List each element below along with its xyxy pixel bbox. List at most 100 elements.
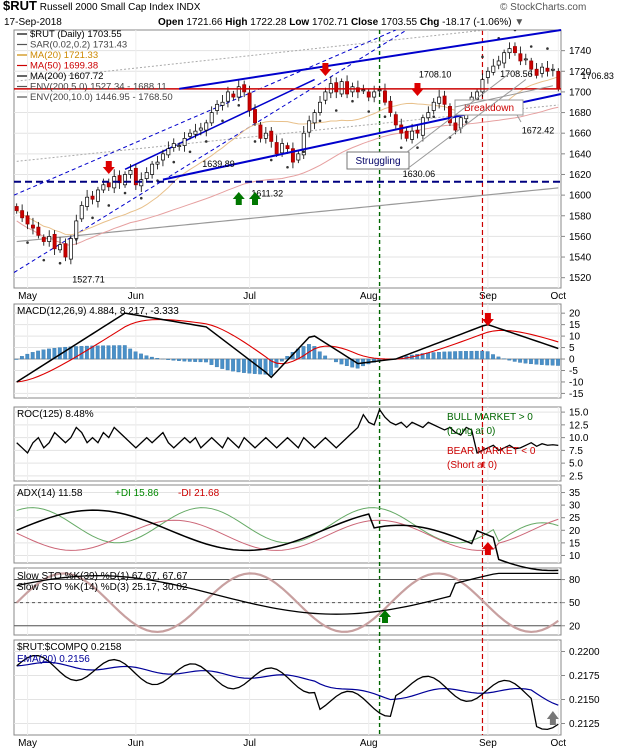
macd-histogram-bar <box>133 351 138 360</box>
candle-body <box>79 205 84 220</box>
macd-histogram-bar <box>556 358 560 366</box>
adx-y-tick-label: 15 <box>569 538 581 549</box>
macd-histogram-bar <box>512 358 517 362</box>
sar-dot <box>188 150 192 154</box>
macd-histogram-bar <box>545 358 550 366</box>
sar-dot <box>481 55 484 59</box>
struggling-leader <box>406 72 510 153</box>
candle-body <box>106 182 111 188</box>
macd-histogram-bar <box>339 358 344 365</box>
sar-dot <box>172 160 176 164</box>
ticker-symbol: $RUT <box>3 0 37 13</box>
macd-histogram-bar <box>334 358 338 363</box>
x-tick-label-top: Aug <box>360 291 378 302</box>
macd-histogram-bar <box>474 350 479 360</box>
candle-body <box>491 65 496 73</box>
price-legend-entry: ENV(200,10.0) 1446.95 - 1768.50 <box>30 92 173 103</box>
green-up-arrow-icon <box>249 192 262 205</box>
candle-body <box>269 130 274 142</box>
macd-histogram-bar <box>187 358 192 362</box>
x-tick-label-bottom: Oct <box>551 738 567 749</box>
candle-body <box>182 138 187 146</box>
sar-dot <box>253 140 257 143</box>
macd-histogram-bar <box>214 358 219 368</box>
candle-body <box>41 237 46 242</box>
sar-dot <box>334 109 338 112</box>
candle-body <box>312 112 317 124</box>
sar-dot <box>58 261 62 265</box>
candle-body <box>139 179 144 187</box>
macd-histogram-bar <box>177 358 181 361</box>
ratio-y-tick-label: 0.2175 <box>569 671 600 682</box>
adx-y-tick-label: 30 <box>569 501 581 512</box>
price-y-tick-label: 1600 <box>569 191 592 202</box>
macd-histogram-bar <box>68 346 73 360</box>
sar-dot <box>237 104 241 107</box>
open-label: Open <box>158 17 184 28</box>
price-y-tick-label: 1580 <box>569 211 592 222</box>
candle-body <box>274 142 279 155</box>
macd-signal-line <box>16 318 559 383</box>
macd-histogram-bar <box>464 351 468 360</box>
close-value: 1703.55 <box>380 17 418 28</box>
macd-histogram-bar <box>269 358 273 376</box>
ratio-y-tick-label: 0.2150 <box>569 695 600 706</box>
price-y-tick-label: 1620 <box>569 170 592 181</box>
candle-body <box>14 206 19 211</box>
candle-body <box>90 195 95 200</box>
macd-histogram-bar <box>447 351 452 360</box>
candle-body <box>393 114 398 126</box>
candle-body <box>453 122 458 131</box>
ratio-y-tick-label: 0.2200 <box>569 647 600 658</box>
roc-note: BEAR MARKET < 0 <box>447 446 536 457</box>
macd-histogram-bar <box>523 358 528 364</box>
open-value: 1721.66 <box>186 17 223 28</box>
sar-dot <box>383 115 387 118</box>
macd-histogram-bar <box>155 358 160 360</box>
candle-body <box>47 236 52 242</box>
candle-body <box>301 132 306 156</box>
macd-histogram-bar <box>344 358 349 367</box>
green-up-arrow-icon <box>378 610 391 623</box>
macd-histogram-bar <box>225 358 230 371</box>
macd-y-tick-label: -15 <box>569 389 584 400</box>
macd-histogram-bar <box>95 345 100 360</box>
candle-body <box>220 101 225 106</box>
price-annotation: 1630.06 <box>403 169 436 179</box>
candle-body <box>198 127 203 131</box>
candle-body <box>236 86 241 98</box>
candle-body <box>133 167 138 186</box>
macd-histogram-bar <box>539 358 544 365</box>
candle-body <box>339 81 344 95</box>
macd-histogram-bar <box>458 351 463 360</box>
sar-dot <box>139 196 143 200</box>
candle-body <box>502 52 507 64</box>
macd-layer <box>14 312 561 383</box>
macd-y-tick-label: 10 <box>569 332 581 343</box>
sar-dot <box>42 258 46 262</box>
candle-body <box>485 70 490 78</box>
title-bar: $RUT Russell 2000 Small Cap Index INDX <box>3 0 200 13</box>
adx-panel-frame <box>13 484 562 564</box>
candle-body <box>101 184 106 191</box>
x-tick-label-top: Jul <box>243 291 256 302</box>
sar-dot <box>367 110 371 113</box>
candle-body <box>188 132 192 137</box>
sar-dot <box>529 45 533 48</box>
macd-histogram-bar <box>166 358 171 360</box>
adx-y-tick-label: 20 <box>569 526 581 537</box>
sar-dot <box>351 99 354 103</box>
candle-body <box>280 143 285 154</box>
macd-histogram-bar <box>101 345 106 360</box>
macd-histogram-bar <box>63 346 68 360</box>
macd-y-tick-label: 5 <box>569 343 575 354</box>
sar-dot <box>399 146 403 149</box>
roc-legend: ROC(125) 8.48% <box>17 409 94 420</box>
price-legend-entry: MA(50) 1699.38 <box>30 61 98 72</box>
roc-note: BULL MARKET > 0 <box>447 412 533 423</box>
candle-body <box>458 117 463 129</box>
macd-histogram-bar <box>14 358 19 360</box>
adx-y-tick-label: 25 <box>569 513 581 524</box>
candle-body <box>426 112 431 119</box>
